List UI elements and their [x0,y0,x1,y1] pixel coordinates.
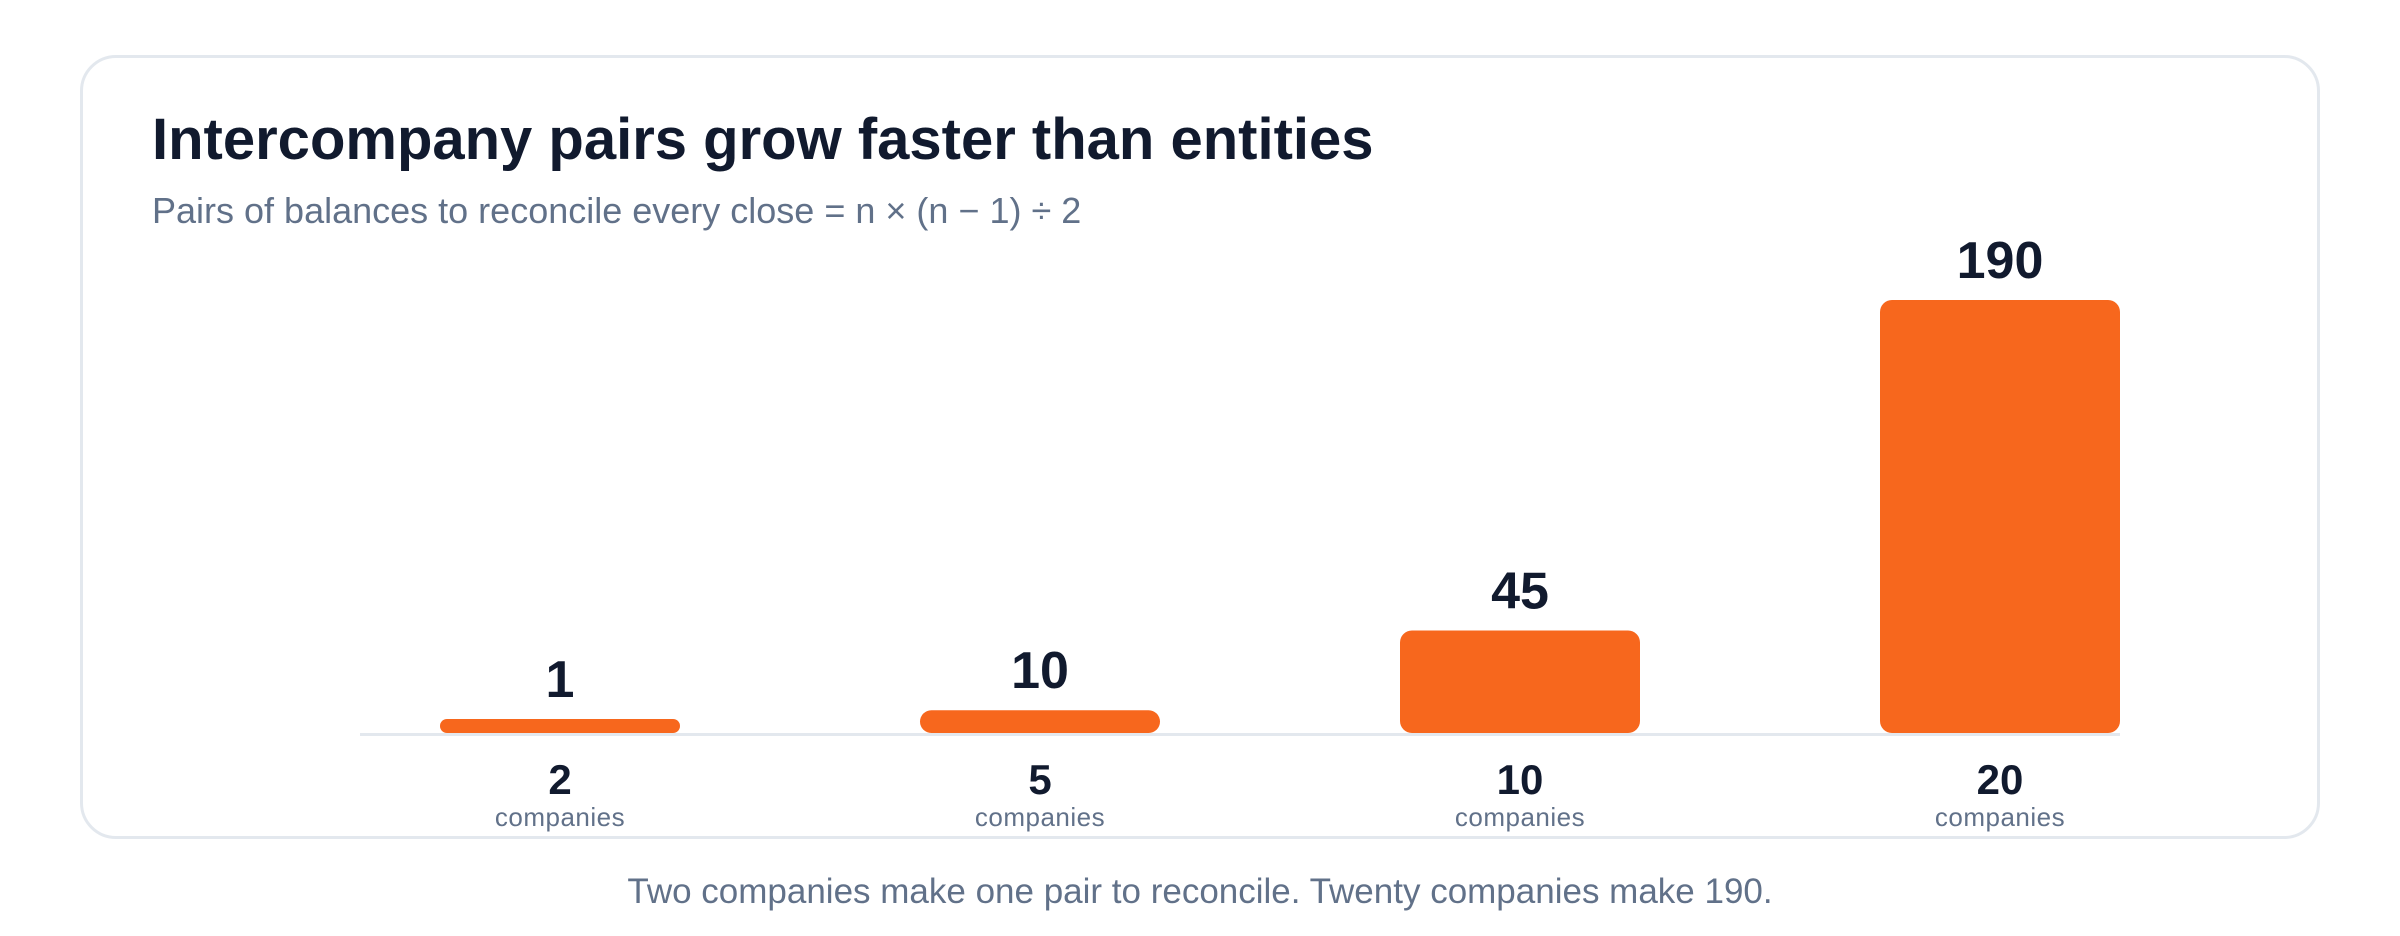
category-sublabel: companies [495,802,625,832]
bar-value-label: 45 [1491,562,1549,620]
bar-group: 12companies105companies4510companies1902… [440,232,2120,832]
bar-5 [920,710,1160,733]
bar-value-label: 190 [1957,232,2044,290]
bar-value-label: 10 [1011,642,1069,700]
chart-title: Intercompany pairs grow faster than enti… [152,107,1374,172]
category-sublabel: companies [1455,802,1585,832]
bar-20 [1880,300,2120,733]
category-label: 10 [1497,756,1544,803]
bar-10 [1400,630,1640,733]
category-sublabel: companies [1935,802,2065,832]
category-label: 2 [548,756,571,803]
bar-2 [440,719,680,733]
category-sublabel: companies [975,802,1105,832]
category-label: 20 [1977,756,2024,803]
bar-value-label: 1 [546,651,575,709]
chart-caption: Two companies make one pair to reconcile… [627,872,1773,911]
chart-subtitle: Pairs of balances to reconcile every clo… [152,190,1082,231]
category-label: 5 [1028,756,1051,803]
